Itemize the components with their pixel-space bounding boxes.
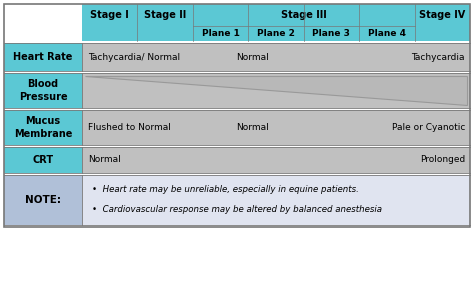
Text: Plane 2: Plane 2 xyxy=(257,29,295,38)
Bar xyxy=(415,26,470,41)
Text: Stage III: Stage III xyxy=(281,10,327,20)
Bar xyxy=(415,4,470,26)
Text: Stage I: Stage I xyxy=(91,10,129,20)
Bar xyxy=(82,110,470,145)
Bar xyxy=(4,73,82,108)
Text: Heart Rate: Heart Rate xyxy=(13,52,73,62)
Text: Plane 1: Plane 1 xyxy=(201,29,239,38)
Bar xyxy=(4,147,82,173)
Text: •  Cardiovascular response may be altered by balanced anesthesia: • Cardiovascular response may be altered… xyxy=(92,205,382,213)
Bar xyxy=(82,26,137,41)
Text: Mucus
Membrane: Mucus Membrane xyxy=(14,116,72,139)
Bar xyxy=(304,26,359,41)
Text: Stage II: Stage II xyxy=(144,10,186,20)
Bar xyxy=(4,110,82,145)
Bar xyxy=(137,4,193,26)
Text: Normal: Normal xyxy=(237,123,269,132)
Bar xyxy=(4,4,470,227)
Bar xyxy=(82,43,470,71)
Bar xyxy=(82,4,137,26)
Text: Blood
Pressure: Blood Pressure xyxy=(18,79,67,102)
Bar xyxy=(82,175,470,225)
Text: Flushed to Normal: Flushed to Normal xyxy=(88,123,171,132)
Text: Prolonged: Prolonged xyxy=(420,155,465,164)
Bar xyxy=(193,26,248,41)
Bar xyxy=(359,26,415,41)
Text: NOTE:: NOTE: xyxy=(25,195,61,205)
Text: Tachycardia: Tachycardia xyxy=(411,53,465,62)
Text: Pale or Cyanotic: Pale or Cyanotic xyxy=(392,123,465,132)
Text: Normal: Normal xyxy=(88,155,121,164)
Text: •  Heart rate may be unreliable, especially in equine patients.: • Heart rate may be unreliable, especial… xyxy=(92,184,359,193)
Bar xyxy=(4,43,82,71)
Text: CRT: CRT xyxy=(32,155,54,165)
Bar xyxy=(82,147,470,173)
Text: Tachycardia/ Normal: Tachycardia/ Normal xyxy=(88,53,180,62)
Bar xyxy=(4,4,82,41)
Text: Stage IV: Stage IV xyxy=(419,10,465,20)
Bar xyxy=(248,26,304,41)
Bar xyxy=(137,26,193,41)
Bar xyxy=(193,4,415,26)
Bar xyxy=(4,175,82,225)
Polygon shape xyxy=(85,76,467,105)
Text: Plane 3: Plane 3 xyxy=(312,29,350,38)
Text: Normal: Normal xyxy=(237,53,269,62)
Bar xyxy=(82,73,470,108)
Text: Plane 4: Plane 4 xyxy=(368,29,406,38)
